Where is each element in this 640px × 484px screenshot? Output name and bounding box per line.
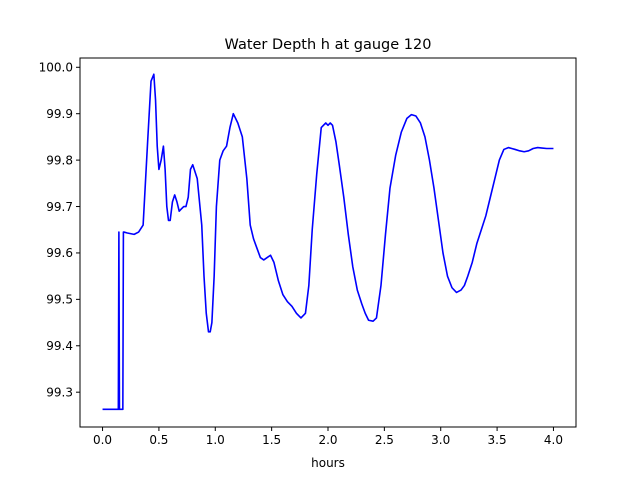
x-tick-label: 3.0	[431, 433, 450, 447]
x-tick-label: 2.5	[375, 433, 394, 447]
x-tick-label: 0.0	[93, 433, 112, 447]
x-axis: 0.0 0.5 1.0 1.5 2.0 2.5 3.0 3.5 4.0	[93, 427, 563, 447]
y-tick-label: 99.9	[46, 107, 73, 121]
x-axis-label: hours	[311, 456, 345, 470]
x-tick-label: 4.0	[544, 433, 563, 447]
series-line-0	[102, 73, 554, 411]
y-tick-label: 99.5	[46, 293, 73, 307]
y-tick-label: 99.4	[46, 339, 73, 353]
y-tick-label: 99.6	[46, 246, 73, 260]
series-layer	[102, 73, 554, 411]
y-tick-label: 99.8	[46, 153, 73, 167]
y-tick-label: 99.3	[46, 385, 73, 399]
y-tick-label: 100.0	[39, 61, 73, 75]
x-tick-label: 1.5	[262, 433, 281, 447]
x-tick-label: 1.0	[206, 433, 225, 447]
chart-title: Water Depth h at gauge 120	[225, 37, 432, 53]
y-axis: 99.3 99.4 99.5 99.6 99.7 99.8 99.9 100.0	[39, 61, 80, 399]
x-tick-label: 3.5	[488, 433, 507, 447]
x-tick-label: 0.5	[149, 433, 168, 447]
x-tick-label: 2.0	[318, 433, 337, 447]
y-tick-label: 99.7	[46, 200, 73, 214]
